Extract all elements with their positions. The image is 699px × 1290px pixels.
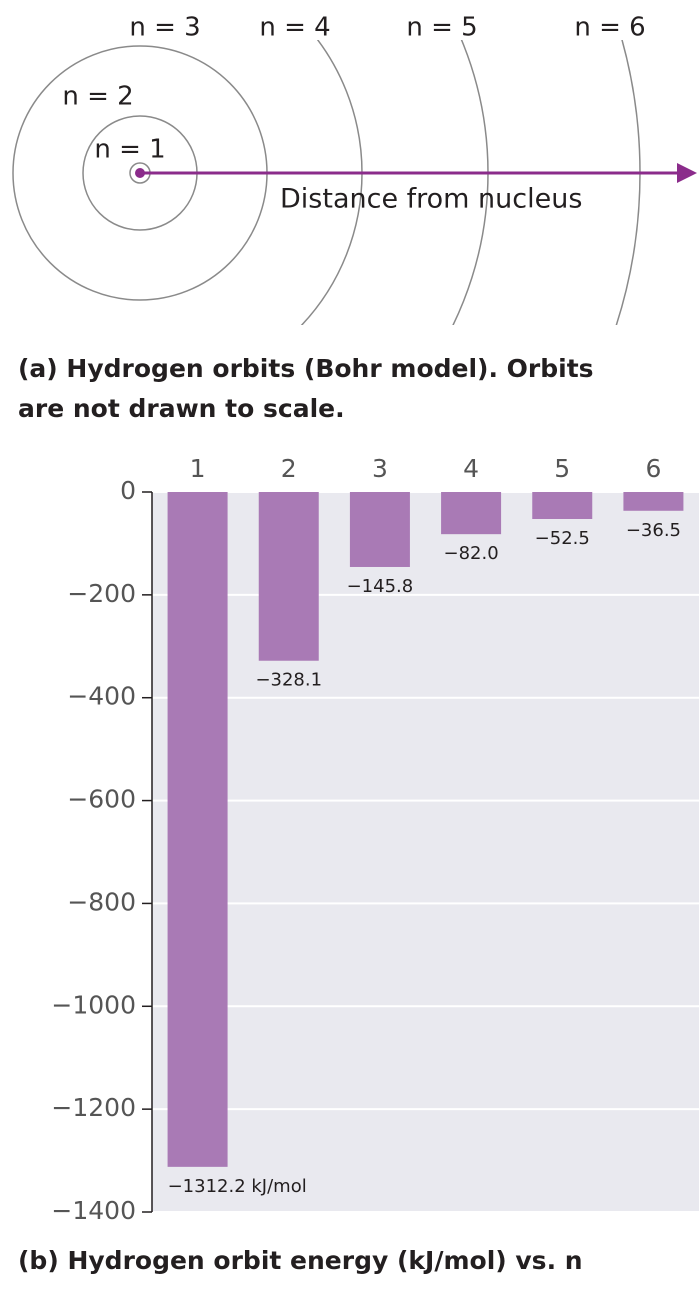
bar bbox=[532, 492, 593, 519]
value-label: −82.0 bbox=[443, 543, 498, 564]
x-tick-label: 2 bbox=[281, 454, 297, 483]
plot-area bbox=[152, 492, 699, 1212]
arrow-head bbox=[677, 163, 697, 183]
y-tick-label: −1200 bbox=[51, 1093, 136, 1122]
value-label: −1312.2 kJ/mol bbox=[168, 1176, 307, 1197]
x-tick-label: 5 bbox=[554, 454, 570, 483]
orbit-label: n = 6 bbox=[574, 13, 645, 43]
y-tick-label: −400 bbox=[67, 682, 136, 711]
y-tick-label: −1400 bbox=[51, 1196, 136, 1225]
orbit-label: n = 3 bbox=[129, 13, 200, 43]
chart-title: (b) Hydrogen orbit energy (kJ/mol) vs. n bbox=[18, 1246, 583, 1275]
x-tick-label: 6 bbox=[645, 454, 661, 483]
y-tick-label: −600 bbox=[67, 785, 136, 814]
x-tick-label: 4 bbox=[463, 454, 479, 483]
orbit-label: n = 1 bbox=[94, 135, 165, 165]
bar bbox=[623, 492, 684, 511]
value-label: −36.5 bbox=[626, 520, 681, 541]
value-label: −145.8 bbox=[347, 576, 414, 597]
caption: (a) Hydrogen orbits (Bohr model). Orbits bbox=[18, 354, 594, 383]
bar bbox=[349, 492, 410, 567]
axis-label: Distance from nucleus bbox=[280, 184, 582, 215]
orbit-label: n = 5 bbox=[406, 13, 477, 43]
bohr-diagram: n = 1 n = 2 n = 3 n = 4 n = 5 n = 6 Dist… bbox=[12, 13, 697, 423]
value-label: −328.1 bbox=[255, 670, 322, 691]
caption: are not drawn to scale. bbox=[18, 394, 345, 423]
bar bbox=[258, 492, 319, 661]
x-tick-label: 1 bbox=[190, 454, 206, 483]
bar bbox=[441, 492, 502, 535]
y-tick-label: −200 bbox=[67, 579, 136, 608]
orbit-label: n = 2 bbox=[62, 82, 133, 112]
bar bbox=[167, 492, 228, 1167]
bar-chart: 0 −200 −400 −600 −800 −1000 −1200 −1400 1 −1312.2… bbox=[51, 454, 699, 1225]
y-tick-label: −1000 bbox=[51, 990, 136, 1019]
value-label: −52.5 bbox=[535, 528, 590, 549]
nucleus bbox=[135, 168, 145, 178]
y-tick-label: 0 bbox=[120, 476, 136, 505]
x-tick-label: 3 bbox=[372, 454, 388, 483]
y-tick-label: −800 bbox=[67, 887, 136, 916]
orbit-label: n = 4 bbox=[259, 13, 330, 43]
orbit-5 bbox=[452, 40, 489, 325]
